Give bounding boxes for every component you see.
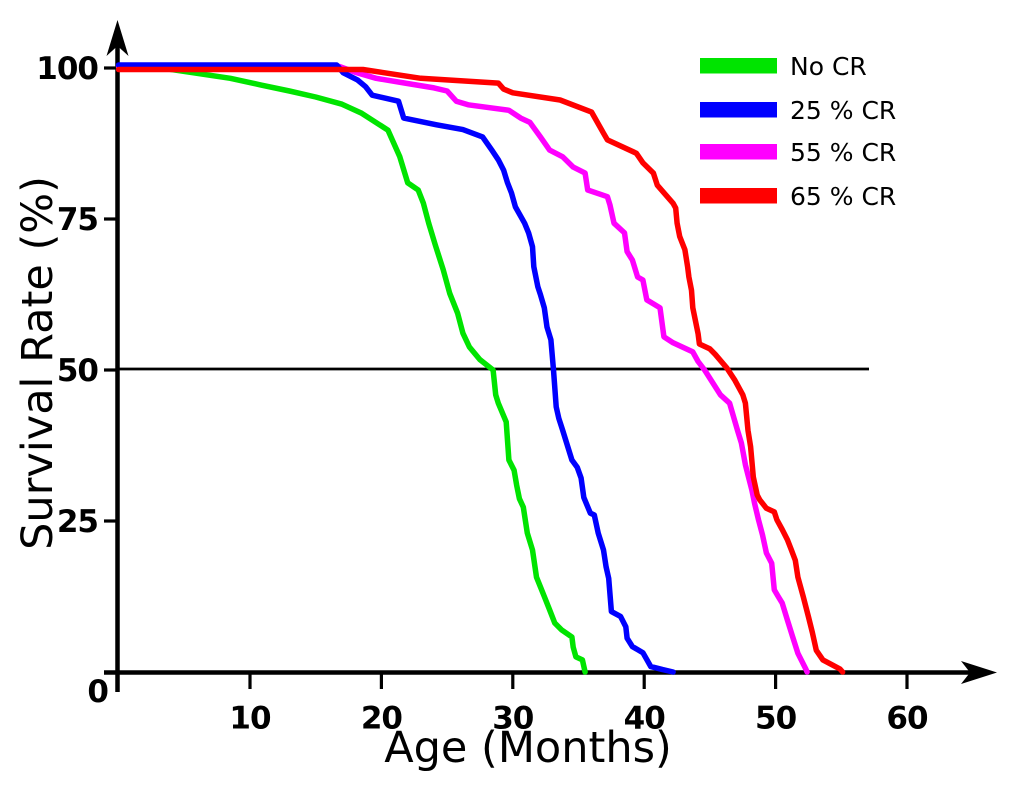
y-tick-label-50: 50	[57, 353, 99, 389]
legend-label-65-cr: 65 % CR	[790, 182, 896, 211]
curve-55-cr	[115, 63, 810, 675]
y-tick-label-100: 100	[36, 51, 98, 87]
curve-65-cr	[115, 66, 846, 675]
x-tick-label-30: 30	[492, 700, 534, 736]
legend: No CR 25 % CR 55 % CR 65 % CR	[700, 52, 896, 211]
legend-label-55-cr: 55 % CR	[790, 138, 896, 167]
legend-label-25-cr: 25 % CR	[790, 96, 896, 125]
origin-label: 0	[87, 674, 108, 710]
x-tick-label-60: 60	[886, 700, 928, 736]
x-tick-label-40: 40	[624, 700, 666, 736]
legend-swatch-no-cr	[700, 58, 777, 74]
legend-swatch-65-cr	[700, 188, 777, 204]
axis-ticks: 10 20 30 40 50 60 100 75 50 25 0	[36, 51, 929, 736]
y-tick-label-75: 75	[57, 202, 98, 238]
y-axis-arrow-icon	[106, 20, 129, 56]
curve-no-cr	[115, 64, 588, 675]
x-tick-label-50: 50	[755, 700, 797, 736]
curve-25-cr	[115, 62, 676, 675]
y-tick-label-25: 25	[57, 504, 98, 540]
axes	[104, 20, 997, 692]
legend-swatch-55-cr	[700, 144, 777, 160]
x-tick-label-20: 20	[361, 700, 403, 736]
x-axis-arrow-icon	[961, 661, 997, 684]
x-axis-title: Age (Months)	[384, 723, 672, 773]
x-tick-label-10: 10	[229, 700, 271, 736]
y-axis-title: Survival Rate (%)	[13, 176, 63, 550]
legend-swatch-25-cr	[700, 102, 777, 118]
survival-curves	[115, 62, 846, 675]
legend-label-no-cr: No CR	[790, 52, 867, 81]
